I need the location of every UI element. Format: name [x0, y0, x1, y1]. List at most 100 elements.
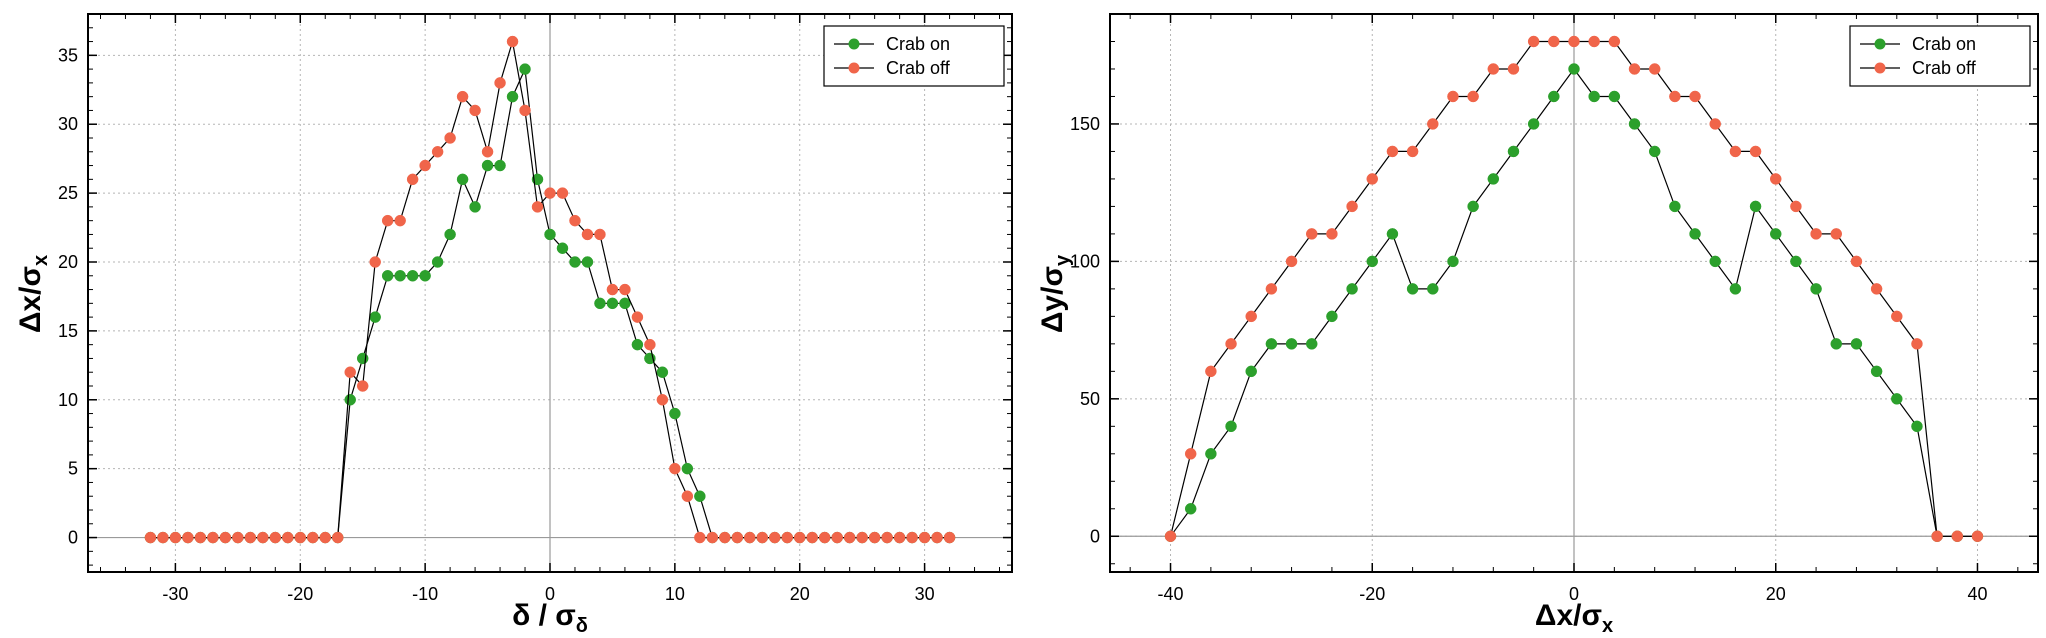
x-tick-label: -40: [1158, 584, 1184, 604]
legend-box: [1849, 25, 2031, 87]
data-point: [282, 531, 294, 544]
legend-label: Crab on: [886, 34, 950, 54]
data-point: [356, 352, 369, 365]
data-point: [1608, 35, 1621, 48]
legend-item: Crab off: [834, 58, 951, 78]
data-point: [681, 462, 694, 475]
data-point: [769, 531, 781, 544]
data-point: [1689, 228, 1701, 240]
y-tick-label: 20: [58, 252, 78, 272]
data-point: [606, 297, 619, 310]
data-point: [831, 531, 843, 544]
data-point: [1326, 228, 1338, 240]
data-point: [381, 270, 394, 282]
x-tick-label: 0: [1569, 584, 1579, 604]
data-point: [1366, 173, 1379, 185]
y-axis-label: Δx/σx: [14, 255, 52, 333]
data-point: [444, 132, 456, 144]
x-tick-label: 20: [790, 584, 810, 604]
data-point: [719, 531, 731, 544]
x-axis-label-main: δ / σ: [512, 599, 576, 632]
data-point: [1769, 228, 1782, 240]
y-tick-label: 10: [58, 390, 78, 410]
data-point: [456, 173, 469, 186]
plot-frame: [1109, 13, 2039, 573]
data-point: [1911, 338, 1923, 350]
x-tick-label: 10: [665, 584, 685, 604]
x-tick-label: -10: [412, 584, 438, 604]
x-tick-label: 20: [1766, 584, 1786, 604]
series-crab-off: [144, 35, 956, 544]
x-tick-label: 0: [545, 584, 555, 604]
data-point: [1527, 35, 1540, 48]
legend-item: Crab on: [834, 34, 950, 54]
data-point: [806, 531, 818, 544]
data-point: [569, 214, 581, 227]
y-axis-label-main: Δx/σ: [14, 266, 47, 333]
y-tick-label: 25: [58, 183, 78, 203]
series-crab-off: [1164, 35, 1984, 543]
x-axis-label-main: Δx/σ: [1535, 599, 1602, 632]
data-point: [594, 228, 606, 241]
data-point: [1891, 393, 1903, 405]
data-point: [144, 531, 157, 544]
data-point: [856, 531, 868, 544]
legend: Crab on Crab off: [823, 25, 1005, 87]
y-tick-label: 15: [58, 321, 78, 341]
data-point: [1406, 283, 1419, 295]
data-point: [1870, 283, 1883, 295]
data-point: [1850, 255, 1863, 268]
y-axis-label-sub: y: [1052, 254, 1074, 266]
data-point: [1487, 63, 1500, 75]
data-point: [656, 366, 669, 378]
legend-marker: [1874, 38, 1886, 50]
data-point: [1729, 283, 1742, 295]
legend-label: Crab off: [1912, 58, 1977, 78]
y-tick-label: 0: [68, 528, 78, 548]
data-point: [1648, 145, 1661, 158]
data-point: [1447, 255, 1459, 268]
data-point: [694, 490, 706, 502]
x-axis-label: Δx/σx: [1535, 599, 1613, 637]
data-point: [494, 159, 506, 172]
data-point: [431, 256, 444, 268]
data-point: [431, 146, 444, 158]
data-point: [1850, 338, 1863, 350]
data-point: [1689, 90, 1701, 103]
data-point: [1487, 173, 1500, 185]
data-point: [544, 187, 556, 199]
data-point: [556, 187, 569, 199]
data-point: [219, 531, 232, 544]
data-point: [793, 531, 806, 544]
data-point: [619, 283, 631, 296]
data-point: [694, 531, 706, 544]
data-point: [1184, 503, 1197, 515]
data-point: [1467, 200, 1479, 213]
data-point: [818, 531, 831, 544]
data-point: [419, 270, 431, 282]
x-axis-label-sub: x: [1602, 615, 1613, 637]
data-point: [169, 531, 182, 544]
data-point: [456, 90, 469, 103]
data-point: [631, 338, 644, 351]
data-point: [581, 256, 594, 268]
data-point: [232, 531, 244, 544]
data-point: [1205, 448, 1217, 460]
data-point: [394, 270, 406, 282]
data-point: [182, 531, 194, 544]
data-point: [1427, 118, 1439, 130]
plot-frame: [87, 13, 1013, 573]
series-crab-on: [1164, 63, 1984, 543]
data-point: [1669, 200, 1681, 213]
data-point: [1225, 420, 1237, 433]
x-axis-label: δ / σδ: [512, 599, 588, 637]
data-point: [257, 531, 269, 544]
legend-marker: [848, 62, 860, 74]
data-point: [1709, 118, 1721, 130]
data-point: [1931, 530, 1943, 543]
data-point: [1346, 200, 1358, 213]
data-point: [644, 338, 656, 351]
data-point: [481, 146, 494, 158]
data-point: [1285, 338, 1298, 350]
